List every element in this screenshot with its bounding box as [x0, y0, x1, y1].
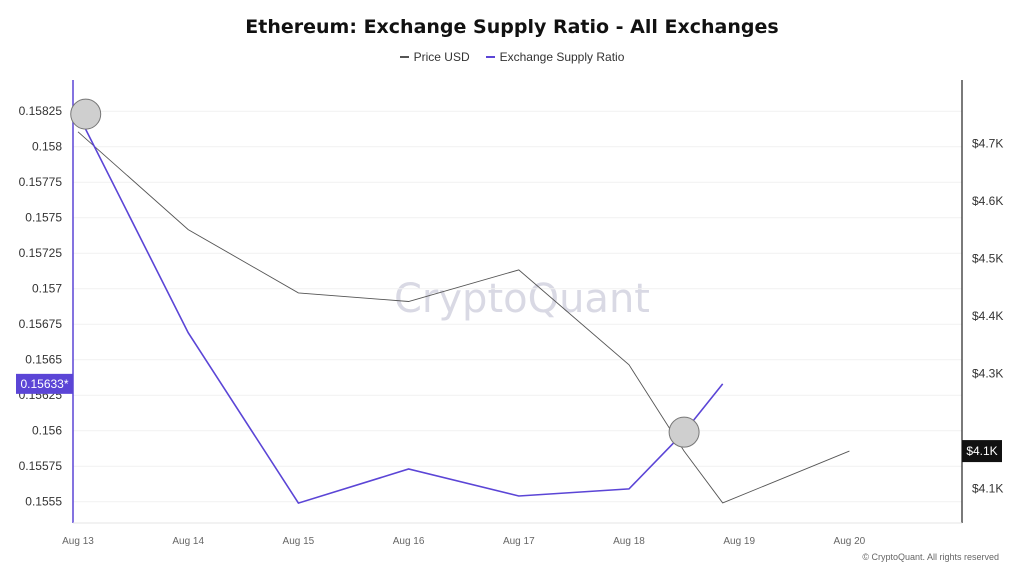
left-tick-label: 0.15575 [19, 459, 63, 473]
highlight-point[interactable] [70, 98, 102, 130]
left-tick-label: 0.156 [32, 424, 62, 438]
legend-swatch-supply-ratio [485, 56, 495, 58]
legend-label-supply-ratio: Exchange Supply Ratio [499, 50, 625, 64]
highlight-points [70, 98, 700, 448]
x-tick-label: Aug 13 [62, 536, 94, 547]
left-tick-label: 0.157 [32, 282, 62, 296]
x-tick-label: Aug 14 [172, 536, 204, 547]
left-tick-label: 0.158 [32, 140, 62, 154]
left-tick-label: 0.1555 [25, 495, 62, 509]
right-current-label: $4.1K [966, 444, 997, 458]
left-current-label: 0.15633* [20, 377, 68, 391]
copyright-text: © CryptoQuant. All rights reserved [862, 552, 999, 562]
legend-item-price[interactable]: Price USD [399, 50, 470, 64]
right-current-badge [962, 440, 1002, 463]
left-tick-label: 0.1565 [25, 353, 62, 367]
right-tick-label: $4.4K [972, 309, 1003, 323]
left-tick-label: 0.15775 [19, 175, 63, 189]
left-current-badge [16, 373, 73, 394]
left-tick-label: 0.15825 [19, 104, 63, 118]
x-tick-label: Aug 18 [613, 536, 645, 547]
highlight-point[interactable] [668, 416, 700, 448]
x-tick-label: Aug 16 [393, 536, 425, 547]
chart-legend: Price USD Exchange Supply Ratio [0, 50, 1024, 64]
left-tick-label: 0.15675 [19, 317, 63, 331]
left-tick-label: 0.15725 [19, 246, 63, 260]
x-axis-ticks: Aug 13 Aug 14 Aug 15 Aug 16 Aug 17 Aug 18 Aug … [62, 536, 866, 547]
chart-title: Ethereum: Exchange Supply Ratio - All Ex… [245, 16, 779, 38]
legend-label-price: Price USD [413, 50, 470, 64]
series-line-price [77, 131, 850, 504]
right-axis-ticks: $4.7K $4.6K $4.5K $4.4K $4.3K $4.1K [972, 136, 1003, 495]
x-tick-label: Aug 20 [834, 536, 866, 547]
x-tick-label: Aug 17 [503, 536, 535, 547]
legend-swatch-price [399, 56, 409, 58]
left-axis-ticks: 0.15825 0.158 0.15775 0.1575 0.15725 0.157 0.1… [19, 104, 63, 508]
left-tick-label: 0.1575 [25, 211, 62, 225]
right-tick-label: $4.3K [972, 366, 1003, 380]
grid-lines [73, 110, 962, 503]
legend-item-supply-ratio[interactable]: Exchange Supply Ratio [485, 50, 625, 64]
current-value-labels: 0.15633* $4.1K [16, 373, 1002, 463]
right-tick-label: $4.1K [972, 481, 1003, 495]
right-tick-label: $4.6K [972, 194, 1003, 208]
x-tick-label: Aug 19 [723, 536, 755, 547]
watermark: CryptoQuant [394, 276, 650, 322]
right-tick-label: $4.7K [972, 136, 1003, 150]
right-tick-label: $4.5K [972, 251, 1003, 265]
x-tick-label: Aug 15 [283, 536, 315, 547]
